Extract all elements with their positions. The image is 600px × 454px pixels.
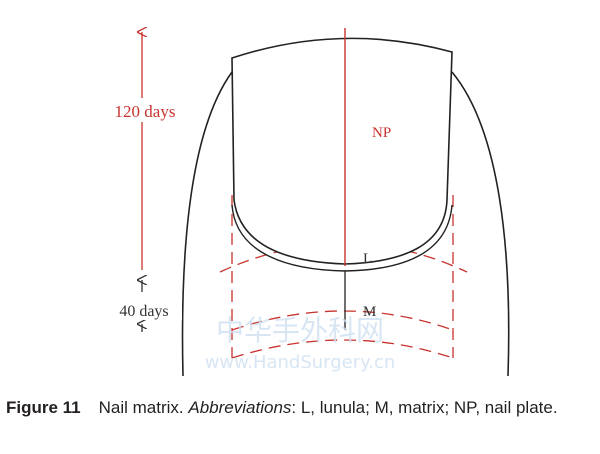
nail-plate xyxy=(231,37,453,265)
caption-abbreviations: : L, lunula; M, matrix; NP, nail plate. xyxy=(291,398,558,417)
figure-caption: Figure 11 Nail matrix. Abbreviations: L, … xyxy=(6,396,596,420)
figure-number: Figure 11 xyxy=(6,398,81,417)
caption-abbreviations-label: Abbreviations xyxy=(188,398,292,417)
caption-text: Nail matrix. xyxy=(98,398,184,417)
watermark: 中华手外科网 xyxy=(216,314,384,347)
region-label: NP xyxy=(372,125,391,141)
finger-outline xyxy=(181,71,233,377)
duration-label: 40 days xyxy=(119,303,168,320)
duration-label: 120 days xyxy=(115,102,176,121)
region-label: L xyxy=(363,251,372,267)
nail-fold xyxy=(219,195,468,359)
region-label: M xyxy=(363,304,376,320)
finger-outline xyxy=(451,71,510,377)
nail-diagram: 120 days 40 days NP L M 中华手外科网 www.HandS… xyxy=(114,0,510,377)
watermark-url: www.HandSurgery.cn xyxy=(205,352,396,373)
